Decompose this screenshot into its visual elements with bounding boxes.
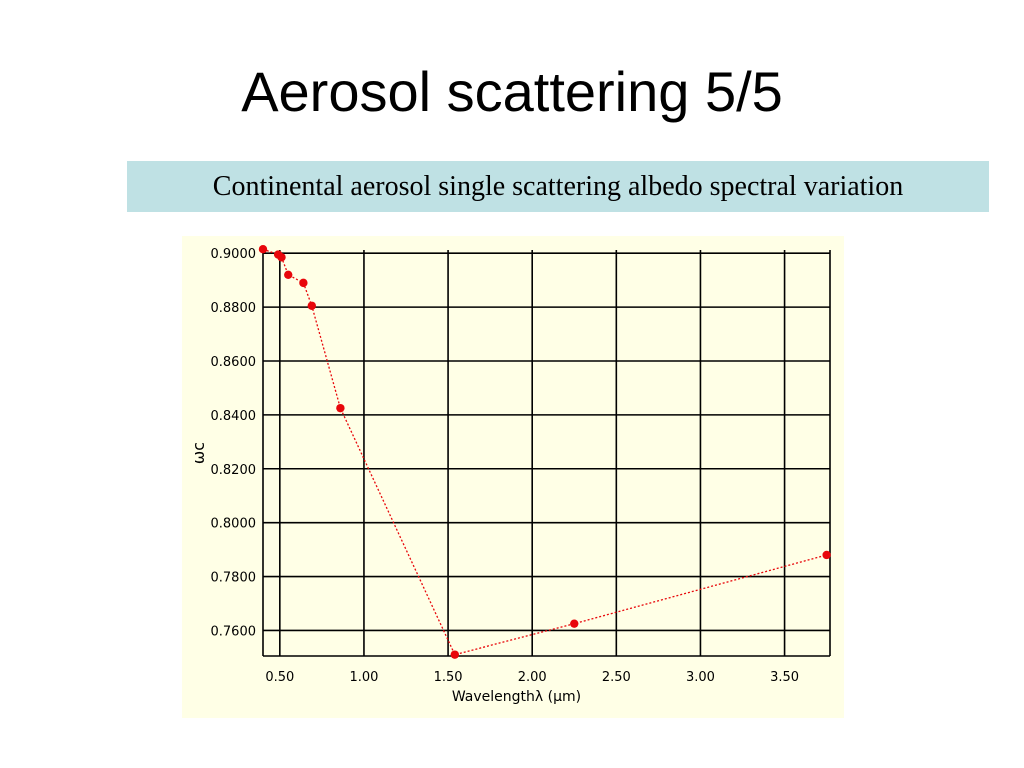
x-tick-label: 2.00 [518,670,547,685]
series-line [262,248,827,656]
caption-text: Continental aerosol single scattering al… [212,170,904,202]
data-point [336,403,345,413]
data-point [822,550,831,560]
x-tick-label: 0.50 [265,670,294,685]
y-tick-label: 0.8400 [211,409,257,424]
slide-title: Aerosol scattering 5/5 [241,60,783,123]
y-tick-label: 0.7600 [211,624,257,639]
y-tick-label: 0.7800 [211,571,257,586]
chart-background [182,236,844,718]
x-tick-label: 2.50 [602,670,631,685]
x-tick-label: 3.00 [686,670,715,685]
caption-box: Continental aerosol single scattering al… [127,161,989,212]
data-point [307,301,316,310]
y-tick-label: 0.8800 [211,301,257,316]
data-point [284,270,293,279]
data-point [299,278,308,288]
data-point [570,619,579,628]
albedo-chart: 0.7600 0.7800 0.8000 0.8200 0.8400 0.8600 0.88… [182,236,844,718]
data-point [277,253,286,262]
data-point [258,244,268,254]
y-tick-label: 0.8000 [211,517,257,532]
y-tick-label: 0.9000 [211,247,257,262]
x-tick-label: 1.00 [349,670,378,685]
y-tick-label: 0.8600 [211,355,257,370]
y-tick-label: 0.8200 [211,463,257,478]
x-tick-label: 3.50 [770,670,799,685]
chart-panel: 0.7600 0.7800 0.8000 0.8200 0.8400 0.8600 0.88… [182,236,844,718]
data-point [450,650,460,659]
x-axis-label: Wavelengthλ (µm) [452,689,581,705]
x-tick-label: 1.50 [434,670,463,685]
y-axis-label: ωc [189,442,208,464]
